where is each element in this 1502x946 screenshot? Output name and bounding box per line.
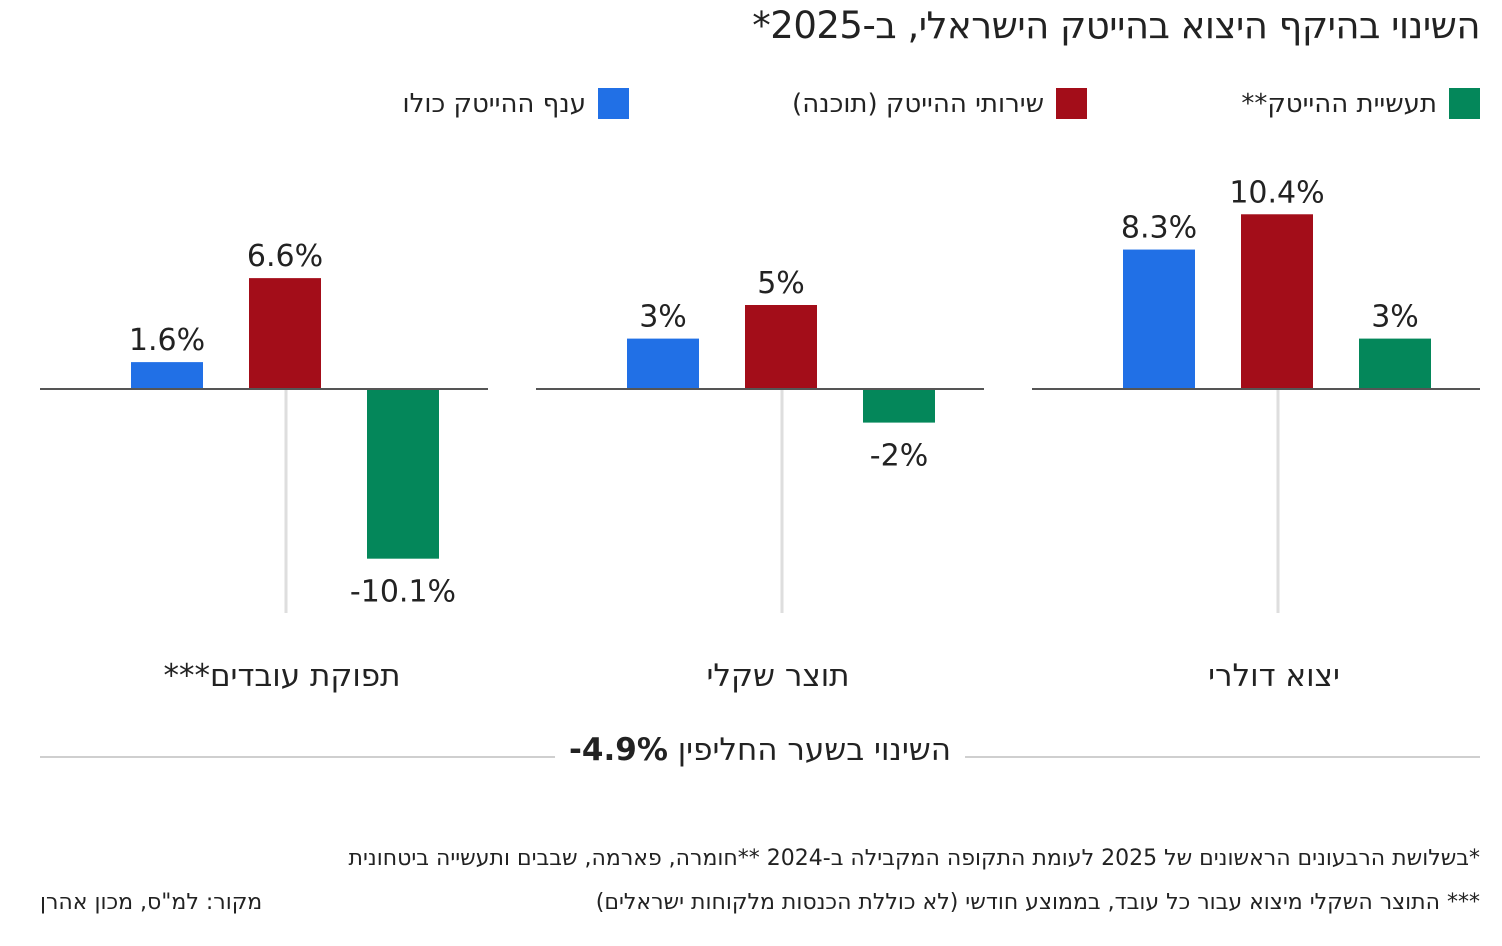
bar-green [1359,338,1431,389]
data-label: 1.6% [129,323,205,358]
bar-red [1241,214,1313,389]
source-note: מקור: למ"ס, מכון אהרן [40,890,263,915]
bar-blue [131,362,203,389]
legend-swatch-green [1449,88,1480,119]
bar-blue [1123,249,1195,389]
legend-swatch-blue [598,88,629,119]
exchange-rate-label: השינוי בשער החליפין -4.9% [555,732,965,768]
category-label: תפוקת עובדים*** [163,658,400,694]
footnote-1: *בשלושת הרבעונים הראשונים של 2025 לעומת … [348,846,1480,871]
bar-blue [627,338,699,389]
exchange-rate-value: -4.9% [569,732,668,768]
bar-green [863,389,935,423]
bar-red [745,305,817,389]
category-label: יצוא דולרי [1208,658,1340,694]
exchange-rate-change: השינוי בשער החליפין -4.9% [40,722,1480,788]
bar-chart: 8.3% 10.4% 3% יצוא דולרי 3% 5% -2% תוצר שקלי 1.6… [40,175,1480,694]
data-label: 8.3% [1121,211,1197,246]
legend-label: ענף ההייטק כולו [402,88,586,119]
data-label: 3% [639,300,687,335]
legend-swatch-red [1056,88,1087,119]
exchange-rate-text: השינוי בשער החליפין [677,732,951,768]
chart-title: השינוי בהיקף היצוא בהייטק הישראלי, ב-202… [752,4,1480,47]
legend-label: תעשיית ההייטק** [1241,88,1437,119]
legend-label: שירותי ההייטק (תוכנה) [792,88,1044,119]
legend-item-hitech-all: ענף ההייטק כולו [403,88,629,119]
bar-green [367,389,439,559]
data-label: 10.4% [1229,175,1324,210]
data-label: -2% [870,439,928,474]
data-label: 6.6% [247,239,323,274]
category-label: תוצר שקלי [706,658,849,694]
legend-item-hitech-services: שירותי ההייטק (תוכנה) [792,88,1087,119]
data-label: -10.1% [350,575,456,610]
data-label: 5% [757,266,805,301]
data-label: 3% [1371,300,1419,335]
bar-red [249,278,321,389]
legend-item-hitech-industry: תעשיית ההייטק** [1241,88,1480,119]
footnote-2: *** התוצר השקלי מיצוא עבור כל עובד, בממו… [595,890,1480,915]
